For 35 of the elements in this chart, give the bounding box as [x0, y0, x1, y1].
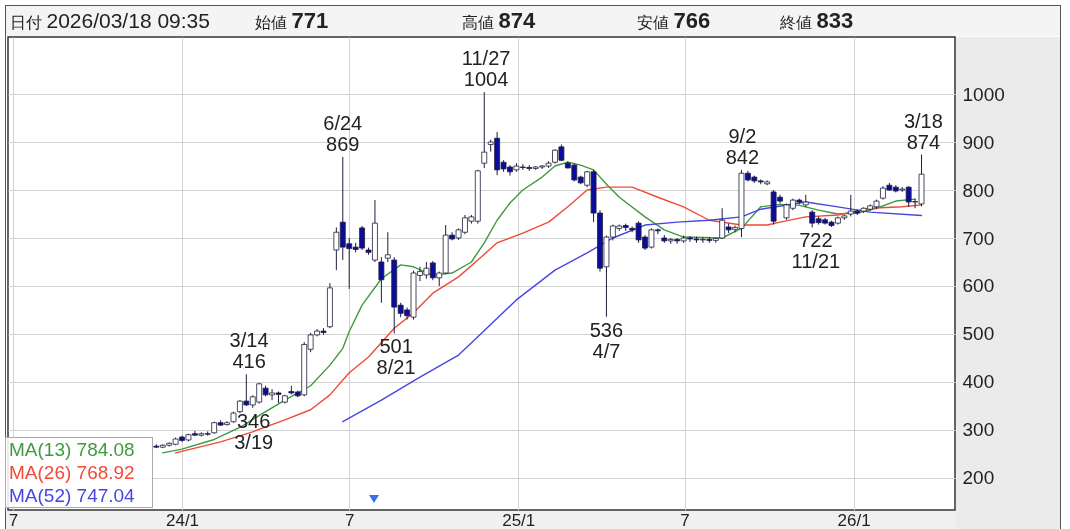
text: 日付 2026/03/18 09:35 [10, 8, 210, 32]
annotation: 722 11/21 [791, 229, 841, 273]
annotation: 11/27 1004 [461, 47, 511, 91]
candlestick [481, 91, 488, 169]
candlestick [384, 231, 391, 263]
annotation: 536 4/7 [589, 318, 624, 362]
line-series [342, 201, 923, 423]
annotation: 9/2 842 [725, 125, 760, 169]
y-tick-label: 500 [962, 323, 995, 345]
x-tick-label: 26/1 [837, 510, 871, 529]
text: 始値 771 [255, 8, 329, 33]
x-tick-label: 7 [8, 510, 19, 529]
text: 安値 766 [637, 8, 711, 33]
text: 終値 833 [780, 8, 854, 33]
x-tick-label: 25/1 [502, 510, 536, 529]
y-tick-label: 700 [962, 227, 995, 249]
y-tick-label: 900 [962, 131, 995, 153]
y-tick-label: 400 [962, 371, 995, 393]
x-tick-label: 7 [680, 510, 690, 529]
y-tick-label: 300 [962, 419, 995, 441]
y-tick-label: 200 [962, 467, 995, 489]
y-tick-label: 800 [962, 179, 995, 201]
x-tick-label: 7 [344, 510, 355, 529]
annotation: 3/14 416 [229, 329, 269, 373]
y-tick-label: 1000 [962, 83, 1005, 105]
text: MA(26) 768.92 [9, 461, 136, 484]
annotation: 6/24 869 [323, 112, 363, 156]
text: MA(52) 747.04 [9, 484, 136, 507]
candlestick [378, 256, 385, 304]
x-tick-label: 24/1 [165, 510, 200, 529]
y-tick-label: 600 [962, 275, 995, 297]
series-label: MA(13) 784.08 [9, 438, 136, 461]
annotation: 501 8/21 [376, 335, 416, 379]
text: 高値 874 [462, 8, 536, 33]
annotation: 3/18 874 [903, 109, 943, 153]
